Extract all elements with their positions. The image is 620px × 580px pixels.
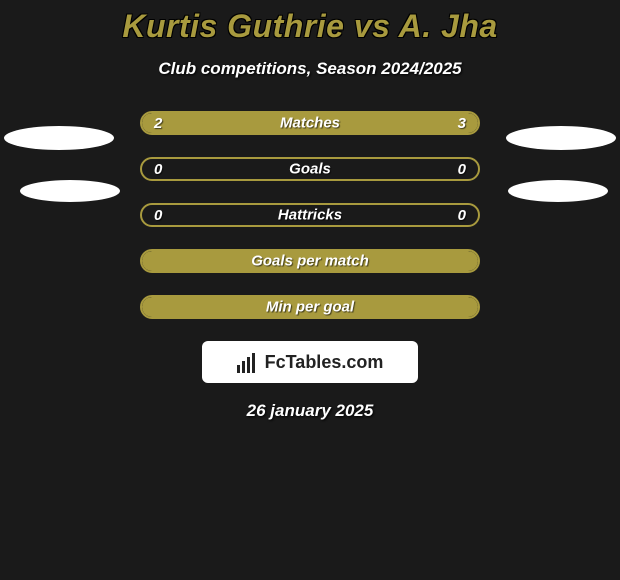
stat-left-value: 0 [154, 207, 162, 224]
logo-text: FcTables.com [265, 352, 384, 373]
stat-left-value: 0 [154, 161, 162, 178]
stat-right-value: 0 [458, 207, 466, 224]
stat-label: Goals per match [251, 253, 369, 270]
stat-row-goals: 0 Goals 0 [140, 157, 480, 181]
stat-label: Hattricks [278, 207, 342, 224]
stat-row-min-per-goal: Min per goal [140, 295, 480, 319]
bar-chart-icon [237, 351, 259, 373]
player2-badge-placeholder-1 [506, 126, 616, 150]
fctables-logo-link[interactable]: FcTables.com [202, 341, 418, 383]
stat-right-value: 0 [458, 161, 466, 178]
player1-badge-placeholder-2 [20, 180, 120, 202]
season-subtitle: Club competitions, Season 2024/2025 [0, 59, 620, 79]
stat-label: Min per goal [266, 299, 354, 316]
stat-label: Matches [280, 115, 340, 132]
stat-row-goals-per-match: Goals per match [140, 249, 480, 273]
player2-badge-placeholder-2 [508, 180, 608, 202]
stat-row-matches: 2 Matches 3 [140, 111, 480, 135]
stat-left-value: 2 [154, 115, 162, 132]
stat-right-value: 3 [458, 115, 466, 132]
stat-label: Goals [289, 161, 331, 178]
player1-badge-placeholder-1 [4, 126, 114, 150]
stat-row-hattricks: 0 Hattricks 0 [140, 203, 480, 227]
page-title: Kurtis Guthrie vs A. Jha [0, 8, 620, 45]
comparison-widget: Kurtis Guthrie vs A. Jha Club competitio… [0, 0, 620, 421]
snapshot-date: 26 january 2025 [0, 401, 620, 421]
